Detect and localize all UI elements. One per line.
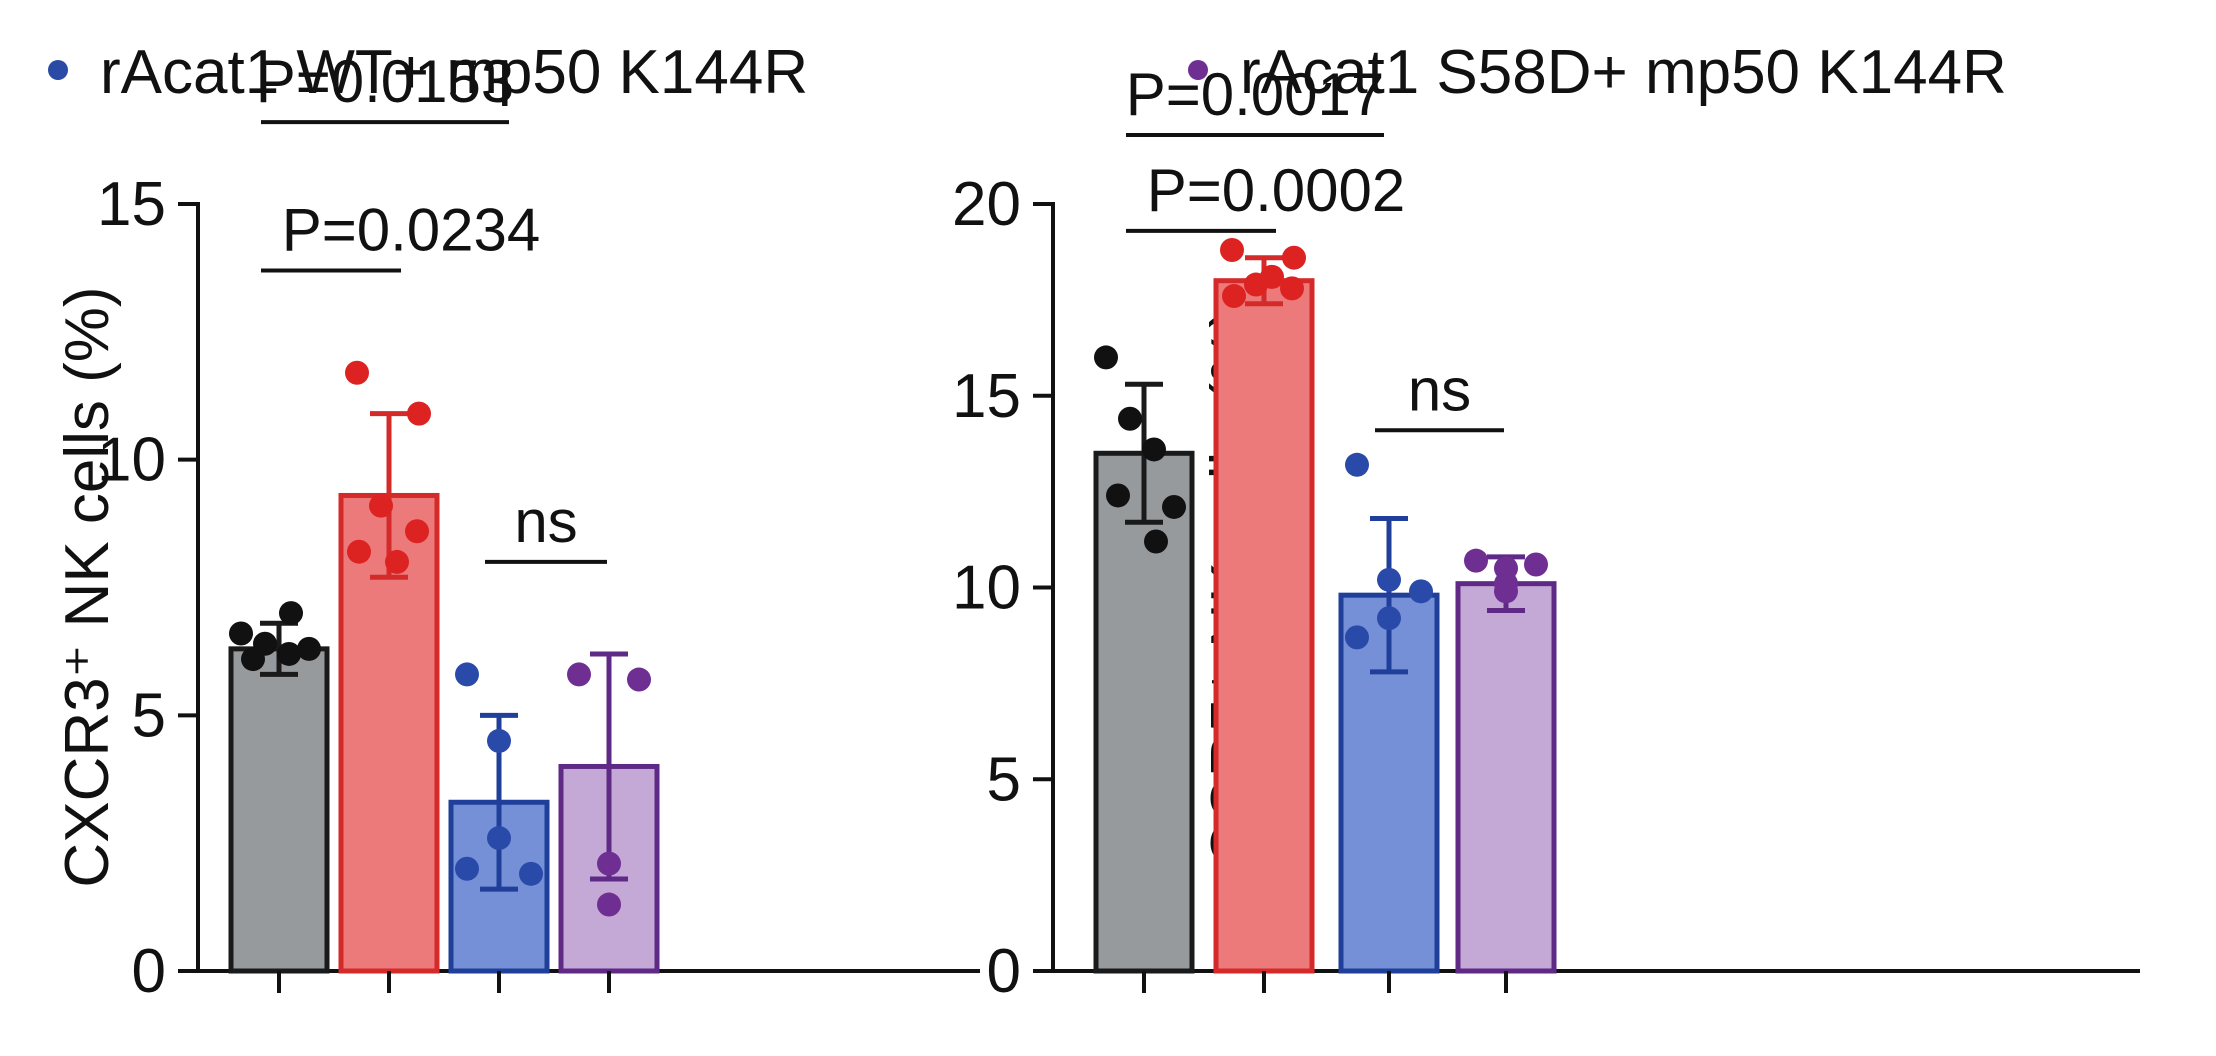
- data-point-red: [347, 539, 371, 564]
- significance-label: P=0.0153: [256, 48, 515, 115]
- data-point-blue: [1409, 579, 1433, 604]
- bar-grey: [1093, 450, 1195, 974]
- significance-label: P=0.0002: [1147, 157, 1406, 224]
- data-point-purple: [1494, 556, 1518, 581]
- bar-grey: [228, 646, 330, 974]
- data-point-blue: [1377, 567, 1401, 592]
- data-point-blue: [455, 662, 479, 687]
- data-point-blue: [1345, 625, 1369, 650]
- data-point-purple: [627, 667, 651, 692]
- data-point-blue: [519, 861, 543, 886]
- data-point-red: [1260, 264, 1284, 289]
- data-point-grey: [241, 647, 265, 672]
- data-point-grey: [279, 601, 303, 626]
- legend-marker-1: [1188, 60, 1208, 80]
- legend-marker-0: [48, 60, 68, 80]
- y-tick-label: 15: [97, 170, 166, 239]
- data-point-red: [407, 401, 431, 426]
- y-tick-label: 10: [97, 426, 166, 495]
- data-point-purple: [1464, 548, 1488, 573]
- data-point-grey: [1094, 345, 1118, 370]
- data-point-grey: [1106, 483, 1130, 508]
- data-point-purple: [1524, 552, 1548, 577]
- y-tick-label: 20: [952, 170, 1021, 239]
- data-point-blue: [1377, 606, 1401, 631]
- significance-label: ns: [514, 488, 577, 555]
- data-point-red: [385, 549, 409, 574]
- significance-label: P=0.0234: [282, 196, 541, 263]
- legend: rAcat1 WT+ mp50 K144R rAcat1 S58D+ mp50 K…: [48, 38, 2007, 107]
- data-point-grey: [1142, 437, 1166, 462]
- legend-label-1: rAcat1 S58D+ mp50 K144R: [1240, 38, 2007, 107]
- y-axis-label: CXCR3⁺ NK cells (%): [53, 286, 122, 887]
- data-point-purple: [597, 892, 621, 917]
- data-point-red: [1222, 284, 1246, 309]
- data-point-blue: [1345, 452, 1369, 477]
- y-tick-label: 5: [132, 681, 166, 750]
- data-point-red: [1282, 245, 1306, 270]
- data-point-purple: [597, 851, 621, 876]
- data-point-grey: [297, 636, 321, 661]
- y-tick-label: 0: [132, 937, 166, 1006]
- data-point-red: [369, 493, 393, 518]
- significance-label: P=0.0017: [1126, 61, 1385, 128]
- y-tick-label: 0: [987, 937, 1021, 1006]
- data-point-blue: [455, 856, 479, 881]
- data-point-blue: [487, 728, 511, 753]
- significance-label: ns: [1408, 356, 1471, 423]
- data-point-purple: [567, 662, 591, 687]
- y-tick-label: 15: [952, 362, 1021, 431]
- bar-red: [1213, 278, 1315, 974]
- data-point-grey: [1144, 529, 1168, 554]
- data-point-red: [1280, 276, 1304, 301]
- y-tick-label: 5: [987, 745, 1021, 814]
- data-point-grey: [229, 621, 253, 646]
- chart-panel-ccr5: CCR5⁺ NK cells (%)05101520P=0.0017P=0.00…: [952, 61, 2140, 1006]
- legend-label-0: rAcat1 WT+ mp50 K144R: [100, 38, 808, 107]
- chart-panel-cxcr3: CXCR3⁺ NK cells (%)0 5 10 15 P=0.0153 P=0.023…: [53, 48, 980, 1006]
- data-point-grey: [277, 641, 301, 666]
- data-point-blue: [487, 826, 511, 851]
- y-tick-label: 10: [952, 554, 1021, 623]
- bar-purple: [1455, 581, 1557, 974]
- data-point-red: [345, 360, 369, 385]
- data-point-red: [405, 519, 429, 544]
- data-point-grey: [1162, 494, 1186, 519]
- data-point-red: [1220, 238, 1244, 263]
- data-point-grey: [1118, 406, 1142, 431]
